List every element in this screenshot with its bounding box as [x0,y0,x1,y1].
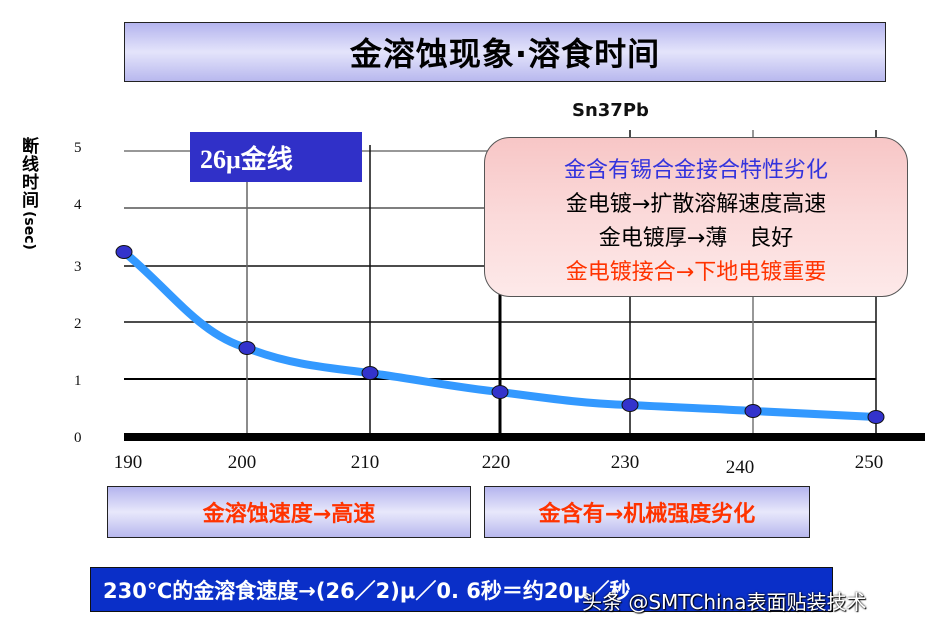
y-tick-2: 2 [74,316,82,332]
y-axis-unit: (sec) [21,211,37,250]
note-line-2: 金电镀→扩散溶解速度高速 [565,192,827,217]
note-line-1: 金含有锡合金接合特性劣化 [563,158,828,183]
x-tick-220: 220 [481,452,511,473]
x-tick-250: 250 [854,452,884,473]
y-tick-5: 5 [74,140,82,156]
x-tick-240: 240 [725,457,755,478]
y-axis-label-text: 断线时间 [18,137,38,209]
x-tick-190: 190 [113,452,143,473]
strength-degradation-box: 金含有→机械强度劣化 [484,486,810,538]
x-tick-200: 200 [227,452,257,473]
y-tick-4: 4 [74,197,82,213]
strength-degradation-text: 金含有→机械强度劣化 [538,502,756,527]
note-line-3: 金电镀厚→薄 良好 [598,226,794,251]
y-tick-3: 3 [74,259,82,275]
y-tick-0: 0 [74,430,82,446]
wire-label: 26μ金线 [190,132,362,182]
erosion-speed-box: 金溶蚀速度→高速 [107,486,471,538]
series-label: Sn37Pb [572,100,649,121]
erosion-speed-text: 金溶蚀速度→高速 [202,502,376,527]
erosion-rate-text: 230℃的金溶食速度→(26／2)μ／0. 6秒＝约20μ／秒 [103,578,631,603]
x-tick-230: 230 [610,452,640,473]
page-title: 金溶蚀现象·溶食时间 [349,35,661,73]
x-axis-line [124,433,925,441]
y-axis-label: 断线时间 (sec) [18,137,40,255]
note-callout: 金含有锡合金接合特性劣化 金电镀→扩散溶解速度高速 金电镀厚→薄 良好 金电镀接… [484,137,908,297]
x-tick-210: 210 [350,452,380,473]
note-line-4: 金电镀接合→下地电镀重要 [565,260,827,285]
y-tick-1: 1 [74,373,82,389]
erosion-rate-banner: 230℃的金溶食速度→(26／2)μ／0. 6秒＝约20μ／秒 [90,567,833,612]
watermark: 头条 @SMTChina表面贴装技术 [582,590,867,614]
title-banner: 金溶蚀现象·溶食时间 [124,22,886,82]
data-markers [115,245,885,424]
